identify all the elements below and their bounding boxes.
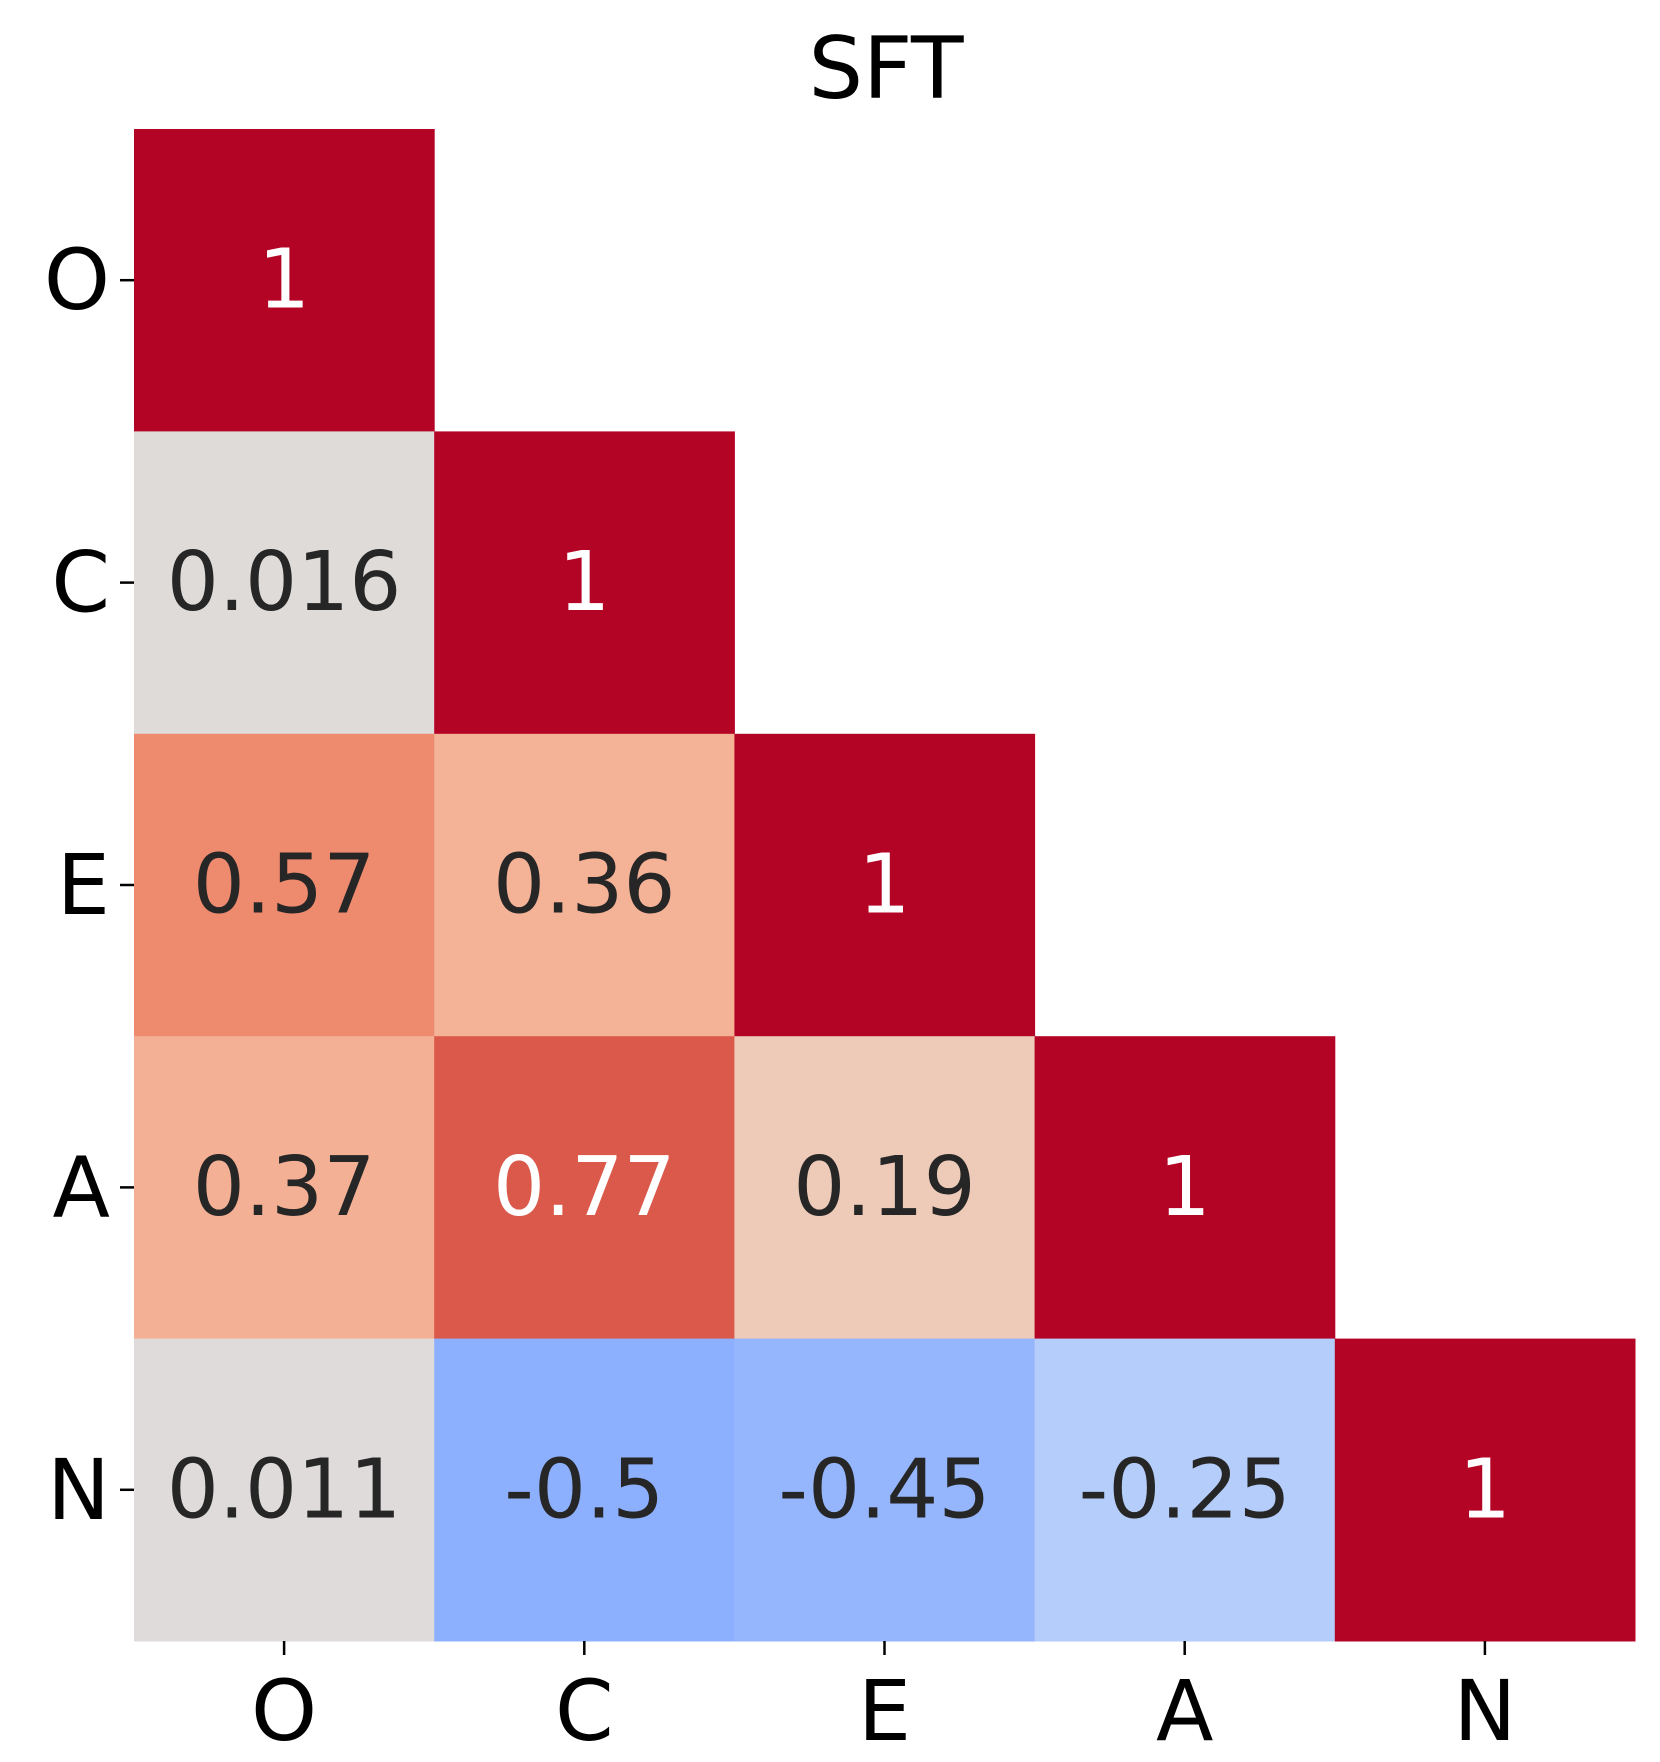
heatmap-cell <box>434 1036 735 1340</box>
y-tick-label: O <box>44 231 110 329</box>
heatmap-cell <box>434 733 735 1037</box>
cell-label: 0.016 <box>167 535 402 630</box>
cell-label: -0.5 <box>504 1442 664 1537</box>
y-tick-label: A <box>53 1138 110 1236</box>
heatmap-cell <box>1334 1338 1636 1642</box>
cell-label: 1 <box>258 233 310 328</box>
heatmap-cell <box>1034 1036 1336 1340</box>
heatmap-cell <box>134 1036 435 1340</box>
cell-label: 0.011 <box>167 1442 402 1537</box>
cell-label: 0.57 <box>193 838 376 933</box>
cell-label: 0.37 <box>193 1140 376 1235</box>
heatmap-cell <box>734 1036 1036 1340</box>
x-tick-label: O <box>251 1662 317 1760</box>
x-tick-label: N <box>1453 1662 1516 1760</box>
cell-label: 1 <box>1459 1442 1511 1537</box>
x-tick-label: A <box>1156 1662 1213 1760</box>
y-tick-label: N <box>47 1441 110 1539</box>
chart-title: SFT <box>808 19 964 119</box>
cell-label: -0.25 <box>1079 1442 1291 1537</box>
cell-label: -0.45 <box>778 1442 990 1537</box>
heatmap-cell <box>734 733 1036 1037</box>
heatmap-cell <box>434 431 735 735</box>
heatmap-cell <box>134 1338 435 1642</box>
heatmap-cell <box>734 1338 1036 1642</box>
cell-label: 0.19 <box>793 1140 976 1235</box>
y-tick-label: E <box>57 836 110 934</box>
x-tick-label: E <box>858 1662 911 1760</box>
y-tick-label: C <box>51 534 110 632</box>
x-tick-label: C <box>555 1662 614 1760</box>
cell-label: 0.77 <box>493 1140 676 1235</box>
heatmap-cell <box>134 129 435 432</box>
cell-label: 0.36 <box>493 838 676 933</box>
heatmap-cell <box>434 1338 735 1642</box>
cell-label: 1 <box>858 838 910 933</box>
heatmap-cell <box>134 733 435 1037</box>
heatmap-cell <box>134 431 435 735</box>
cell-label: 1 <box>558 535 610 630</box>
heatmap-cell <box>1034 1338 1336 1642</box>
cell-label: 1 <box>1159 1140 1211 1235</box>
